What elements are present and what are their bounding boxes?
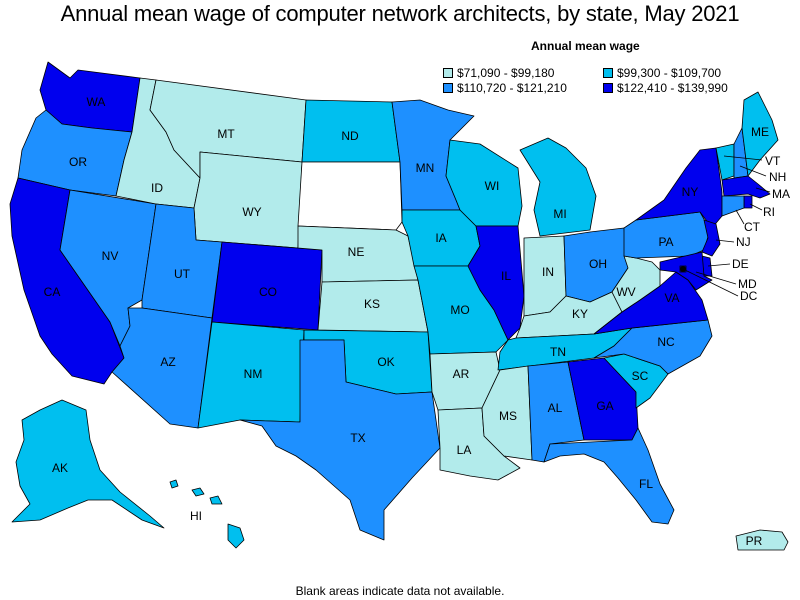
legend-label-c1: $71,090 - $99,180 xyxy=(457,66,555,80)
label-nh: NH xyxy=(769,170,786,184)
label-in: IN xyxy=(542,265,554,279)
state-ma[interactable] xyxy=(721,175,771,199)
label-il: IL xyxy=(501,269,511,283)
legend-swatch-c1 xyxy=(443,68,453,78)
leader-ri xyxy=(749,203,763,211)
label-tx: TX xyxy=(350,431,365,445)
legend-swatch-c4 xyxy=(603,83,613,93)
label-va: VA xyxy=(664,291,679,305)
state-nj[interactable] xyxy=(701,219,721,257)
label-ms: MS xyxy=(499,409,517,423)
label-wv: WV xyxy=(616,285,635,299)
leader-ct xyxy=(735,209,745,225)
state-hi[interactable] xyxy=(169,479,245,549)
legend-item-c4: $122,410 - $139,990 xyxy=(603,81,728,95)
label-nm: NM xyxy=(244,367,263,381)
label-ia: IA xyxy=(435,231,446,245)
leader-de xyxy=(707,263,731,267)
label-ny: NY xyxy=(682,185,699,199)
label-wi: WI xyxy=(485,179,500,193)
legend-label-c3: $110,720 - $121,210 xyxy=(457,81,567,95)
state-nc[interactable] xyxy=(593,319,713,375)
label-pa: PA xyxy=(658,235,673,249)
label-mt: MT xyxy=(217,127,235,141)
label-az: AZ xyxy=(160,355,175,369)
legend-item-c1: $71,090 - $99,180 xyxy=(443,66,554,80)
leader-nj xyxy=(715,239,735,243)
label-ky: KY xyxy=(572,307,588,321)
legend-item-c2: $99,300 - $109,700 xyxy=(603,66,721,80)
label-ma: MA xyxy=(772,187,790,201)
state-mi[interactable] xyxy=(519,137,597,237)
label-ut: UT xyxy=(174,267,191,281)
leader-nh xyxy=(739,165,767,177)
label-or: OR xyxy=(69,155,87,169)
label-oh: OH xyxy=(589,257,607,271)
state-fl[interactable] xyxy=(543,427,675,525)
label-ct: CT xyxy=(744,220,761,234)
label-ca: CA xyxy=(44,285,61,299)
label-nd: ND xyxy=(341,129,359,143)
label-fl: FL xyxy=(639,477,653,491)
state-wv[interactable] xyxy=(611,255,661,313)
footnote: Blank areas indicate data not available. xyxy=(295,584,505,598)
state-ri[interactable] xyxy=(743,195,753,209)
label-la: LA xyxy=(457,443,472,457)
label-ar: AR xyxy=(453,367,470,381)
label-mn: MN xyxy=(416,161,435,175)
label-wa: WA xyxy=(87,95,106,109)
state-me[interactable] xyxy=(741,91,779,177)
label-ga: GA xyxy=(596,399,613,413)
leader-vt xyxy=(723,155,763,161)
label-ne: NE xyxy=(348,245,365,259)
leader-dc xyxy=(682,268,739,297)
label-id: ID xyxy=(151,181,163,195)
state-il[interactable] xyxy=(467,225,525,341)
label-ok: OK xyxy=(377,355,394,369)
state-sd[interactable] xyxy=(297,161,403,231)
state-tx[interactable] xyxy=(239,339,441,541)
legend-label-c4: $122,410 - $139,990 xyxy=(617,81,728,95)
label-vt: VT xyxy=(765,154,781,168)
label-co: CO xyxy=(259,285,277,299)
state-ny[interactable] xyxy=(635,147,723,229)
label-pr: PR xyxy=(746,534,763,548)
label-al: AL xyxy=(548,401,563,415)
label-mi: MI xyxy=(553,207,566,221)
legend-title: Annual mean wage xyxy=(531,39,640,53)
legend-swatch-c3 xyxy=(443,83,453,93)
legend-label-c2: $99,300 - $109,700 xyxy=(617,66,722,80)
label-sc: SC xyxy=(632,369,649,383)
state-wy[interactable] xyxy=(193,151,303,249)
label-md: MD xyxy=(738,277,757,291)
state-ak[interactable] xyxy=(11,399,165,529)
label-dc: DC xyxy=(740,289,758,303)
label-nc: NC xyxy=(657,335,675,349)
label-ks: KS xyxy=(364,297,380,311)
label-nv: NV xyxy=(102,249,119,263)
state-ct[interactable] xyxy=(721,195,745,217)
legend-item-c3: $110,720 - $121,210 xyxy=(443,81,567,95)
leader-md xyxy=(695,271,737,285)
label-hi: HI xyxy=(190,509,202,523)
label-ak: AK xyxy=(52,461,68,475)
label-nj: NJ xyxy=(736,235,751,249)
label-me: ME xyxy=(751,125,769,139)
label-ri: RI xyxy=(763,205,775,219)
legend-swatch-c2 xyxy=(603,68,613,78)
label-de: DE xyxy=(732,257,749,271)
state-pr[interactable] xyxy=(735,529,789,551)
label-wy: WY xyxy=(242,205,261,219)
map-title: Annual mean wage of computer network arc… xyxy=(60,1,740,26)
label-tn: TN xyxy=(550,345,566,359)
label-mo: MO xyxy=(450,303,469,317)
leader-ma xyxy=(755,187,771,193)
